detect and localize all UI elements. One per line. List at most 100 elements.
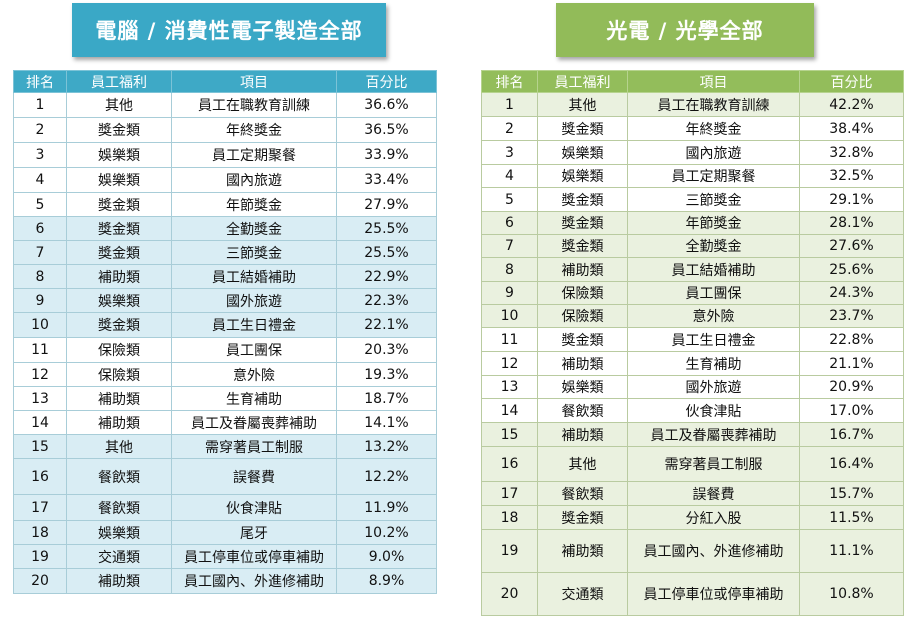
item-cell: 員工及眷屬喪葬補助 — [627, 422, 800, 447]
item-cell: 年節獎金 — [171, 192, 337, 217]
table-row: 11 保險類 員工團保 20.3% — [13, 337, 437, 363]
percent-cell: 33.4% — [336, 167, 437, 193]
category-cell: 娛樂類 — [537, 164, 628, 188]
category-cell: 娛樂類 — [66, 142, 172, 168]
table-row: 7 獎金類 三節獎金 25.5% — [13, 240, 437, 265]
category-cell: 獎金類 — [537, 234, 628, 258]
rank-cell: 18 — [13, 520, 67, 545]
item-cell: 意外險 — [627, 304, 800, 328]
table-row: 2 獎金類 年終獎金 38.4% — [481, 116, 904, 141]
rank-cell: 8 — [13, 264, 67, 289]
table-row: 7 獎金類 全勤獎金 27.6% — [481, 234, 904, 258]
item-cell: 三節獎金 — [627, 187, 800, 212]
header-item: 項目 — [171, 70, 337, 93]
item-cell: 員工停車位或停車補助 — [627, 572, 800, 616]
percent-cell: 32.8% — [799, 140, 904, 165]
table-row: 5 獎金類 三節獎金 29.1% — [481, 187, 904, 212]
percent-cell: 42.2% — [799, 92, 904, 117]
percent-cell: 21.1% — [799, 351, 904, 376]
item-cell: 年終獎金 — [627, 116, 800, 141]
item-cell: 員工團保 — [171, 337, 337, 363]
rank-cell: 12 — [481, 351, 538, 376]
category-cell: 保險類 — [66, 337, 172, 363]
item-cell: 意外險 — [171, 362, 337, 387]
table-row: 1 其他 員工在職教育訓練 36.6% — [13, 92, 437, 118]
category-cell: 餐飲類 — [537, 398, 628, 423]
percent-cell: 25.5% — [336, 216, 437, 241]
rank-cell: 2 — [13, 117, 67, 143]
table-row: 12 補助類 生育補助 21.1% — [481, 351, 904, 376]
header-percent: 百分比 — [799, 70, 904, 93]
header-category: 員工福利 — [66, 70, 172, 93]
percent-cell: 22.1% — [336, 312, 437, 338]
rank-cell: 17 — [13, 494, 67, 521]
item-cell: 員工停車位或停車補助 — [171, 544, 337, 569]
percent-cell: 32.5% — [799, 164, 904, 188]
percent-cell: 11.1% — [799, 529, 904, 573]
percent-cell: 28.1% — [799, 211, 904, 235]
category-cell: 獎金類 — [66, 312, 172, 338]
percent-cell: 16.7% — [799, 422, 904, 447]
table-row: 1 其他 員工在職教育訓練 42.2% — [481, 92, 904, 117]
item-cell: 員工結婚補助 — [171, 264, 337, 289]
table-row: 13 娛樂類 國外旅遊 20.9% — [481, 375, 904, 399]
percent-cell: 15.7% — [799, 481, 904, 506]
table-row: 15 其他 需穿著員工制服 13.2% — [13, 434, 437, 459]
table-row: 16 其他 需穿著員工制服 16.4% — [481, 446, 904, 482]
rank-cell: 8 — [481, 257, 538, 282]
rank-cell: 11 — [13, 337, 67, 363]
percent-cell: 18.7% — [336, 386, 437, 411]
category-cell: 補助類 — [66, 264, 172, 289]
rank-cell: 13 — [481, 375, 538, 399]
category-cell: 獎金類 — [537, 187, 628, 212]
category-cell: 餐飲類 — [537, 481, 628, 506]
item-cell: 生育補助 — [171, 386, 337, 411]
item-cell: 員工在職教育訓練 — [171, 92, 337, 118]
table-row: 4 娛樂類 國內旅遊 33.4% — [13, 167, 437, 193]
category-cell: 餐飲類 — [66, 494, 172, 521]
category-cell: 娛樂類 — [537, 375, 628, 399]
percent-cell: 10.2% — [336, 520, 437, 545]
rank-cell: 17 — [481, 481, 538, 506]
table-row: 9 保險類 員工團保 24.3% — [481, 281, 904, 305]
rank-cell: 6 — [481, 211, 538, 235]
table-row: 18 獎金類 分紅入股 11.5% — [481, 505, 904, 530]
rank-cell: 16 — [13, 458, 67, 495]
rank-cell: 3 — [481, 140, 538, 165]
percent-cell: 29.1% — [799, 187, 904, 212]
rank-cell: 10 — [481, 304, 538, 328]
item-cell: 員工國內、外進修補助 — [627, 529, 800, 573]
table-row: 18 娛樂類 尾牙 10.2% — [13, 520, 437, 545]
header-rank: 排名 — [481, 70, 538, 93]
rank-cell: 6 — [13, 216, 67, 241]
category-cell: 保險類 — [66, 362, 172, 387]
table-row: 11 獎金類 員工生日禮金 22.8% — [481, 327, 904, 352]
category-cell: 其他 — [537, 446, 628, 482]
table-row: 9 娛樂類 國外旅遊 22.3% — [13, 288, 437, 313]
rank-cell: 20 — [13, 568, 67, 594]
table-row: 8 補助類 員工結婚補助 25.6% — [481, 257, 904, 282]
category-cell: 獎金類 — [66, 216, 172, 241]
percent-cell: 8.9% — [336, 568, 437, 594]
rank-cell: 12 — [13, 362, 67, 387]
item-cell: 員工及眷屬喪葬補助 — [171, 410, 337, 435]
category-cell: 獎金類 — [537, 505, 628, 530]
rank-cell: 11 — [481, 327, 538, 352]
rank-cell: 10 — [13, 312, 67, 338]
rank-cell: 1 — [13, 92, 67, 118]
category-cell: 保險類 — [537, 281, 628, 305]
category-cell: 補助類 — [66, 568, 172, 594]
rank-cell: 9 — [13, 288, 67, 313]
header-percent: 百分比 — [336, 70, 437, 93]
left-ranking-table: 排名 員工福利 項目 百分比 1 其他 員工在職教育訓練 36.6% 2 獎金類 年終獎金 3… — [13, 70, 437, 594]
category-cell: 補助類 — [537, 257, 628, 282]
item-cell: 員工在職教育訓練 — [627, 92, 800, 117]
table-row: 20 補助類 員工國內、外進修補助 8.9% — [13, 568, 437, 594]
rank-cell: 15 — [481, 422, 538, 447]
category-cell: 餐飲類 — [66, 458, 172, 495]
category-cell: 獎金類 — [66, 240, 172, 265]
percent-cell: 20.9% — [799, 375, 904, 399]
percent-cell: 36.6% — [336, 92, 437, 118]
item-cell: 全勤獎金 — [627, 234, 800, 258]
table-row: 19 交通類 員工停車位或停車補助 9.0% — [13, 544, 437, 569]
